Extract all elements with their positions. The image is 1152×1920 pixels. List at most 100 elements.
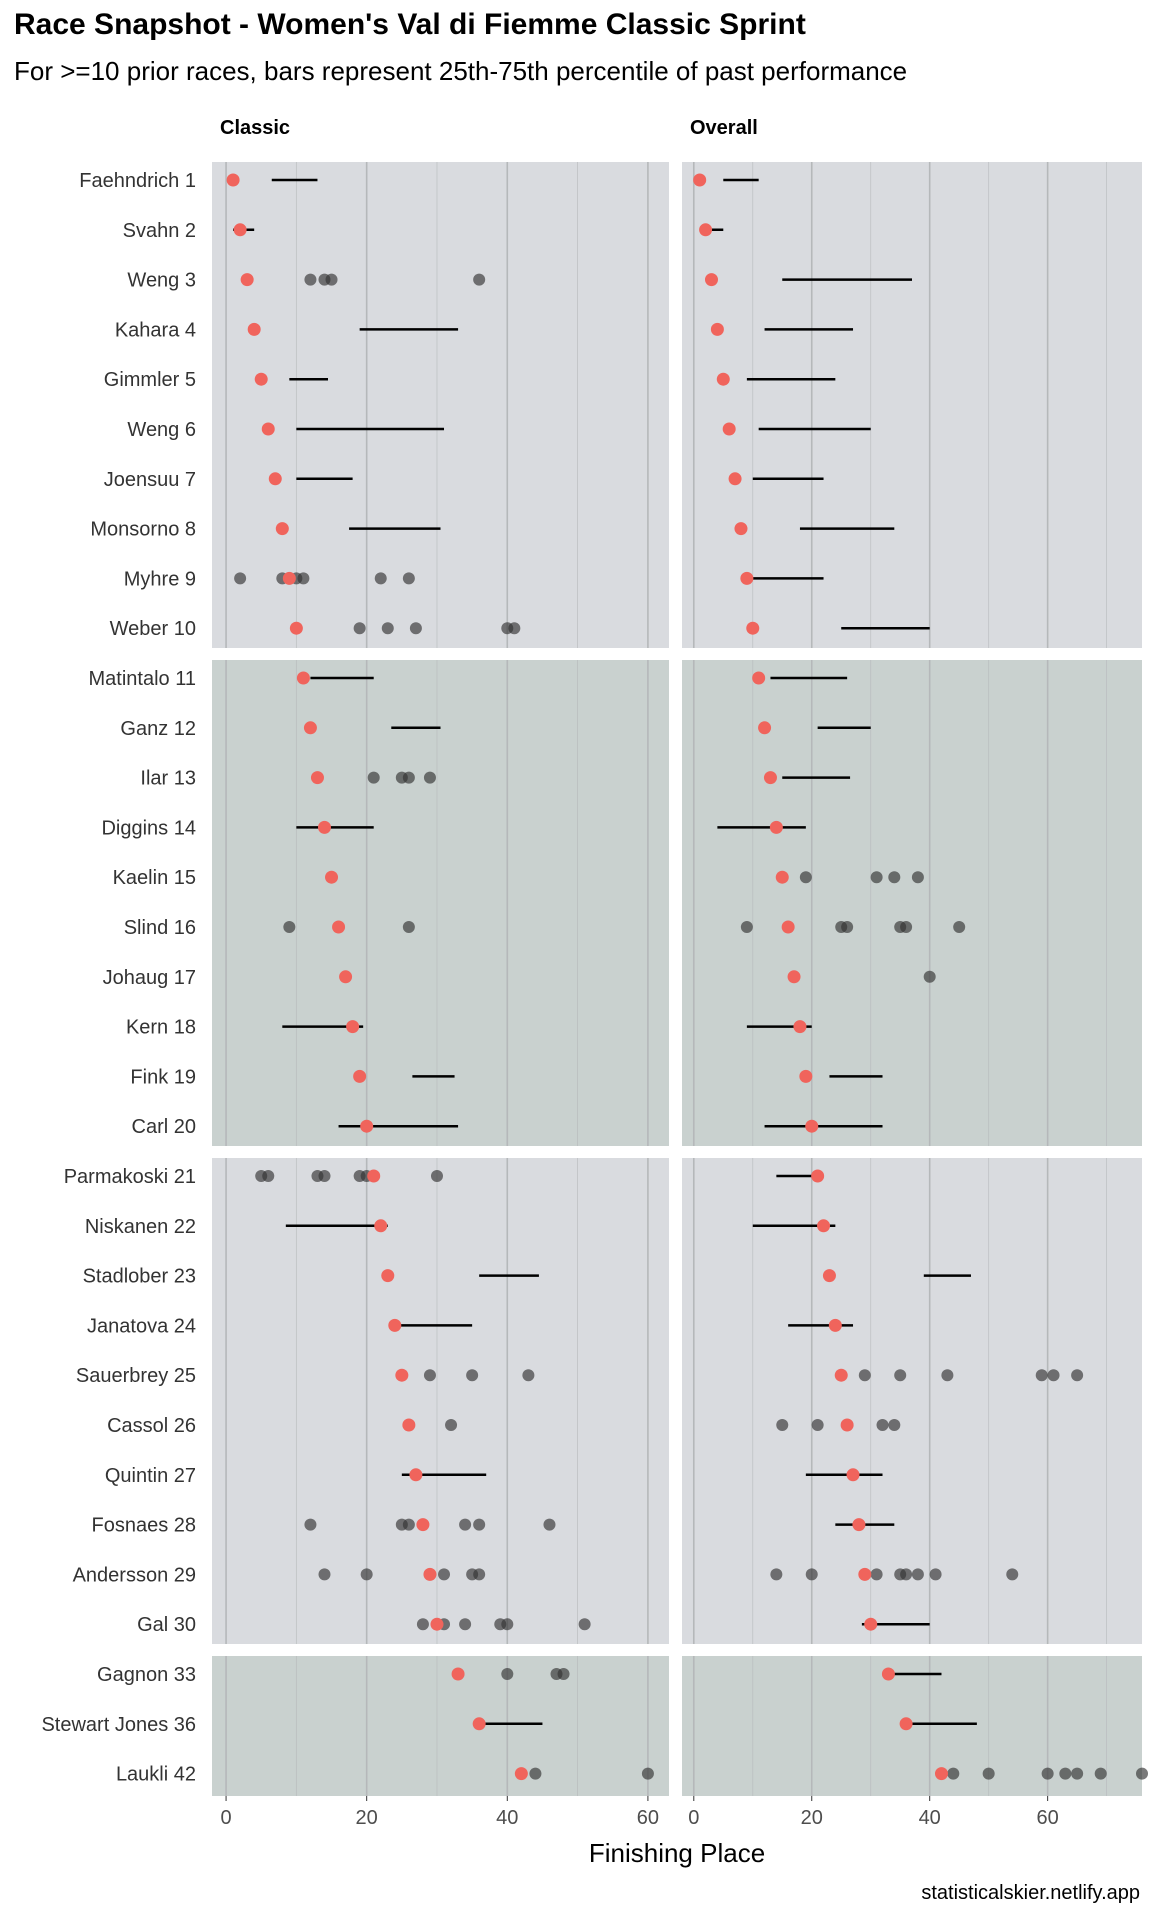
current-finish-point [852, 1518, 866, 1532]
current-finish-point [716, 372, 730, 386]
athlete-label: Gal 30 [137, 1614, 196, 1636]
current-finish-point [899, 1717, 913, 1731]
past-result-point [557, 1668, 570, 1680]
x-tick-label: 40 [496, 1807, 518, 1829]
past-result-point [870, 871, 883, 884]
current-finish-point [282, 571, 296, 585]
athlete-label: Kahara 4 [115, 319, 196, 341]
past-result-point [501, 1668, 514, 1680]
athlete-label: Sauerbrey 25 [76, 1365, 196, 1387]
current-finish-point [374, 1219, 388, 1233]
athlete-label: Monsorno 8 [90, 519, 196, 541]
athlete-label: Fosnaes 28 [91, 1515, 196, 1537]
past-result-point [543, 1518, 556, 1531]
current-finish-point [799, 1069, 813, 1083]
past-result-point [234, 572, 247, 585]
past-result-point [459, 1518, 472, 1531]
current-finish-point [822, 1269, 836, 1283]
athlete-label: Weng 6 [127, 419, 196, 441]
past-result-point [283, 921, 296, 933]
facet-label-classic: Classic [220, 117, 290, 139]
athlete-label: Joensuu 7 [104, 469, 196, 491]
current-finish-point [346, 1020, 360, 1034]
past-result-point [888, 1419, 901, 1431]
current-finish-point [793, 1020, 807, 1034]
current-finish-point [289, 621, 303, 635]
current-finish-point [864, 1617, 878, 1631]
current-finish-point [240, 273, 254, 287]
past-result-point [318, 1568, 331, 1581]
athlete-label: Faehndrich 1 [79, 170, 196, 192]
current-finish-point [834, 1368, 848, 1382]
past-result-point [1041, 1767, 1054, 1780]
past-result-point [438, 1568, 451, 1581]
past-result-point [1094, 1767, 1107, 1780]
past-result-point [770, 1568, 783, 1581]
current-finish-point [693, 173, 707, 187]
past-result-point [318, 1170, 331, 1182]
athlete-label: Gagnon 33 [97, 1664, 196, 1686]
athlete-label: Janatova 24 [87, 1315, 196, 1337]
past-result-point [423, 771, 436, 784]
past-result-point [941, 1369, 954, 1382]
current-finish-point [934, 1767, 948, 1781]
athlete-label: Quintin 27 [105, 1465, 196, 1487]
race-snapshot-chart: Classic Overall Faehndrich 1 Svahn 2 Weng 3 K… [41, 117, 1148, 1868]
athlete-label: Weng 3 [127, 270, 196, 292]
past-result-point [402, 921, 415, 933]
past-result-point [858, 1369, 871, 1382]
current-finish-point [360, 1119, 374, 1133]
past-result-point [982, 1767, 995, 1780]
past-result-point [325, 273, 338, 286]
current-finish-point [846, 1468, 860, 1482]
past-result-point [929, 1568, 942, 1581]
panel-background [212, 1656, 669, 1796]
current-finish-point [423, 1567, 437, 1581]
source-caption: statisticalskier.netlify.app [921, 1882, 1140, 1904]
athlete-label: Johaug 17 [103, 967, 196, 989]
panel-background [682, 660, 1142, 1146]
athlete-label: Parmakoski 21 [64, 1166, 196, 1188]
current-finish-point [514, 1767, 528, 1781]
current-finish-point [746, 621, 760, 635]
x-tick-label: 0 [688, 1807, 699, 1829]
past-result-point [888, 871, 901, 884]
current-finish-point [451, 1667, 465, 1681]
athlete-label: Stewart Jones 36 [41, 1714, 196, 1736]
current-finish-point [402, 1418, 416, 1432]
panel-background [682, 162, 1142, 648]
x-tick-label: 20 [801, 1807, 823, 1829]
past-result-point [423, 1369, 436, 1382]
past-result-point [501, 1618, 514, 1631]
past-result-point [1047, 1369, 1060, 1382]
past-result-point [297, 572, 310, 585]
past-result-point [805, 1568, 818, 1581]
athlete-label: Andersson 29 [73, 1564, 196, 1586]
current-finish-point [752, 671, 766, 685]
athlete-label: Matintalo 11 [89, 668, 196, 690]
current-finish-point [699, 223, 713, 237]
past-result-point [953, 921, 966, 933]
past-result-point [367, 771, 380, 784]
past-result-point [473, 273, 486, 286]
past-result-point [459, 1618, 472, 1631]
past-result-point [466, 1369, 479, 1382]
athlete-label: Svahn 2 [123, 220, 196, 242]
past-result-point [776, 1419, 789, 1431]
past-result-point [522, 1369, 535, 1382]
past-result-point [473, 1518, 486, 1531]
current-finish-point [811, 1169, 825, 1183]
panel-background [682, 1158, 1142, 1644]
past-result-point [416, 1618, 429, 1631]
past-result-point [799, 871, 812, 884]
past-result-point [304, 1518, 317, 1531]
current-finish-point [275, 522, 289, 536]
past-result-point [740, 921, 753, 933]
past-result-point [445, 1419, 458, 1431]
facet-label-overall: Overall [690, 117, 758, 139]
past-result-point [578, 1618, 591, 1631]
athlete-label: Ganz 12 [120, 718, 196, 740]
athlete-label: Kern 18 [126, 1017, 196, 1039]
past-result-point [381, 622, 394, 635]
panel-background [212, 162, 669, 648]
